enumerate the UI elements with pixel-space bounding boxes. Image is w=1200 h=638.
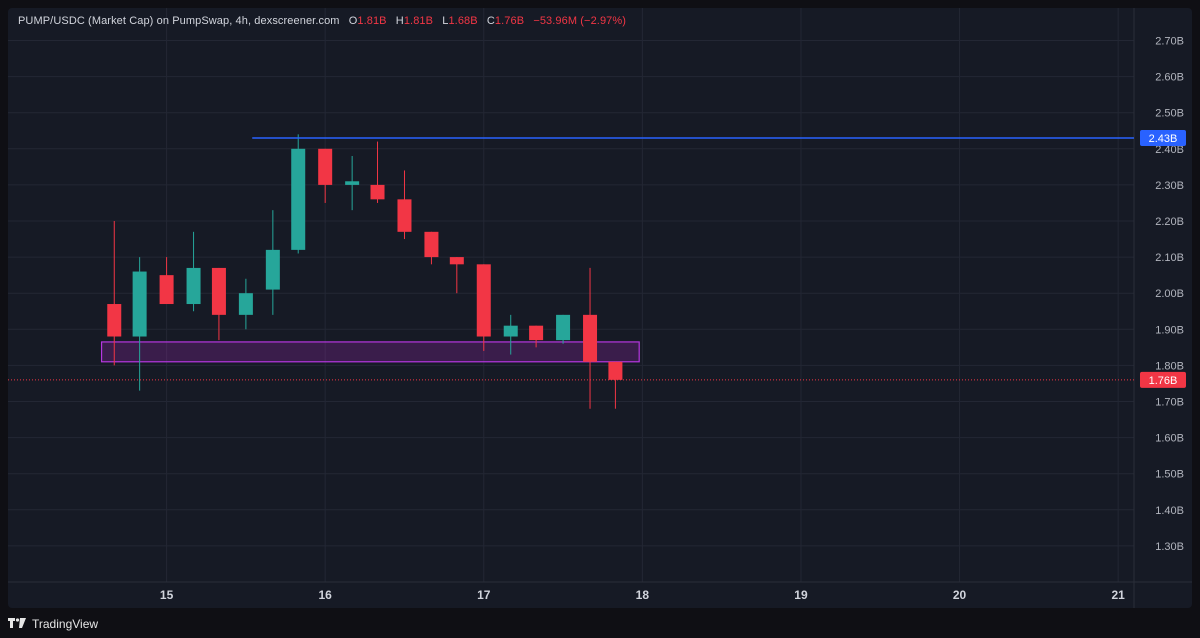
chart-canvas[interactable]: 1.30B 1.40B 1.50B 1.60B 1.70B 1.80B 1.90B 2.00B…	[8, 8, 1192, 608]
chart-panel[interactable]: 1.30B 1.40B 1.50B 1.60B 1.70B 1.80B 1.90B 2.00B…	[8, 8, 1192, 608]
price-axis-label: 1.30B	[1155, 541, 1184, 553]
candle-body-down[interactable]	[583, 314, 598, 362]
candle-body-down[interactable]	[397, 199, 412, 232]
candle-body-up[interactable]	[291, 148, 306, 250]
open-value: 1.81B	[357, 15, 387, 27]
candle-body-up[interactable]	[556, 314, 571, 341]
price-axis-label: 2.40B	[1155, 144, 1184, 156]
candle-body-down[interactable]	[529, 325, 544, 341]
candle-body-down[interactable]	[476, 264, 491, 337]
last-price-badge-label: 1.76B	[1149, 375, 1178, 387]
candle-body-up[interactable]	[503, 325, 518, 337]
candle-body-up[interactable]	[186, 267, 201, 305]
symbol-title: PUMP/USDC (Market Cap) on PumpSwap, 4h, …	[18, 15, 340, 27]
candle-body-up[interactable]	[132, 271, 147, 337]
candle-body-down[interactable]	[608, 361, 623, 380]
last-price-badge	[1140, 371, 1186, 388]
time-axis-label: 15	[160, 588, 174, 602]
time-axis-label: 18	[636, 588, 650, 602]
price-axis-label: 2.20B	[1155, 216, 1184, 228]
high-label: H	[395, 15, 404, 27]
tradingview-logo-icon	[8, 618, 26, 628]
candle-body-down[interactable]	[318, 148, 333, 185]
candle-body-down[interactable]	[107, 304, 122, 337]
open-label: O	[348, 15, 358, 27]
candle-body-up[interactable]	[238, 293, 253, 315]
price-axis-label: 1.90B	[1155, 324, 1184, 336]
price-axis-label: 1.70B	[1155, 396, 1184, 408]
time-axis-label: 19	[794, 588, 808, 602]
candle-body-down[interactable]	[449, 257, 464, 265]
resistance-price-badge-label: 2.43B	[1149, 133, 1178, 145]
high-value: 1.81B	[403, 15, 434, 27]
candle-body-down[interactable]	[211, 267, 226, 315]
price-axis-label: 2.70B	[1155, 35, 1184, 47]
low-value: 1.68B	[448, 15, 478, 27]
candle-body-up[interactable]	[265, 249, 280, 290]
time-axis-label: 20	[953, 588, 967, 602]
tradingview-brand: TradingView	[32, 617, 99, 631]
price-axis-label: 1.60B	[1155, 433, 1184, 445]
close-label: C	[486, 15, 495, 27]
chart-legend-header: PUMP/USDC (Market Cap) on PumpSwap, 4h, …	[18, 15, 626, 27]
candle-body-down[interactable]	[159, 275, 174, 305]
close-value: 1.76B	[494, 15, 525, 27]
price-axis-label: 1.40B	[1155, 505, 1184, 517]
price-axis-label: 2.60B	[1155, 72, 1184, 84]
price-axis-label: 2.10B	[1155, 252, 1184, 264]
time-axis-label: 17	[477, 588, 491, 602]
price-axis-label: 2.00B	[1155, 288, 1184, 300]
price-axis-label: 2.30B	[1155, 180, 1184, 192]
change-value: −53.96M (−2.97%)	[533, 15, 627, 27]
time-axis-label: 16	[319, 588, 333, 602]
price-axis-label: 1.50B	[1155, 469, 1184, 481]
candle-body-down[interactable]	[370, 184, 385, 200]
time-axis-label: 21	[1111, 588, 1125, 602]
candle-body-up[interactable]	[345, 181, 360, 185]
footer-branding: TradingView	[8, 614, 98, 634]
resistance-price-badge	[1140, 129, 1186, 146]
price-axis-label: 1.80B	[1155, 360, 1184, 372]
candle-body-down[interactable]	[424, 231, 439, 258]
low-label: L	[442, 15, 449, 27]
support-zone-rectangle[interactable]	[100, 341, 640, 363]
price-axis-label: 2.50B	[1155, 108, 1184, 120]
